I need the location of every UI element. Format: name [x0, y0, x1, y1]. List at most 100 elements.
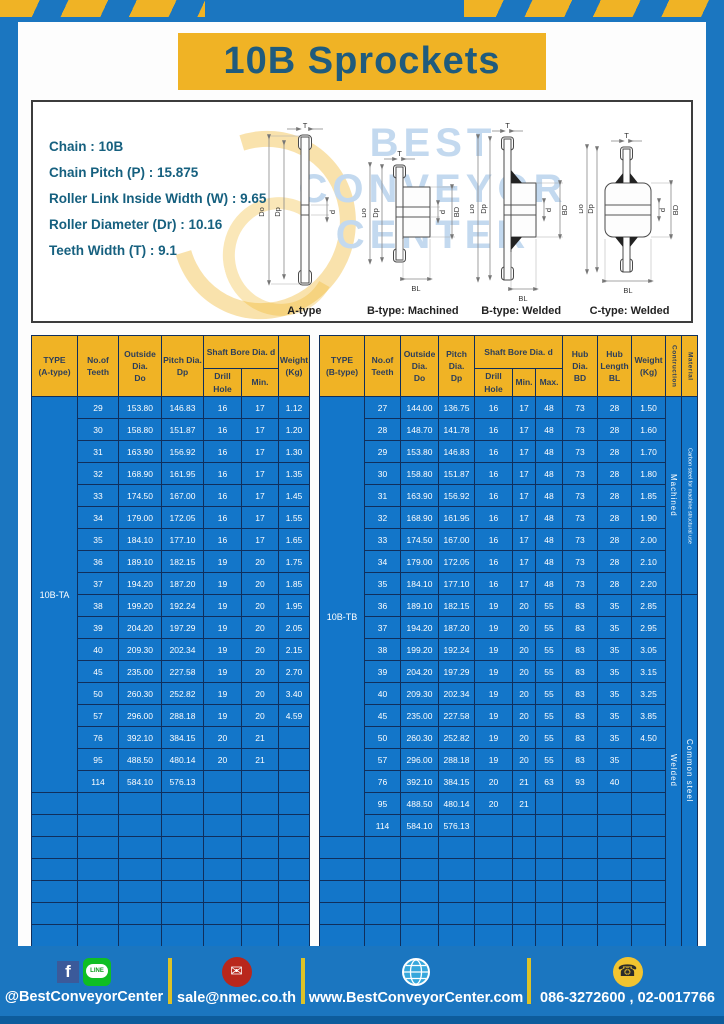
table-cell: 17	[512, 484, 537, 507]
table-cell	[512, 902, 537, 925]
table-cell: 167.00	[161, 484, 204, 507]
phone-icon[interactable]: ☎	[612, 956, 643, 987]
table-cell: 3.15	[631, 660, 667, 683]
diagram-caption: B-type: Welded	[481, 305, 562, 317]
table-cell: 55	[535, 660, 564, 683]
hazard-stripes-left	[0, 0, 205, 17]
diagram-a-type: T Do Dp d A-type	[253, 121, 355, 317]
table-cell: 83	[562, 660, 599, 683]
line-icon[interactable]: LINE	[83, 957, 111, 986]
table-row: 37 194.20 187.20 19 20 1.85	[32, 572, 311, 595]
table-cell	[203, 902, 242, 925]
dim-label-dp: Dp	[273, 207, 282, 217]
table-cell: 19	[474, 682, 514, 705]
table-cell: 57	[364, 748, 402, 771]
social-handle[interactable]: @BestConveyorCenter	[4, 988, 164, 1005]
table-row: 38 199.20 192.24 19 20 55 83 35 3.05	[320, 638, 698, 661]
dim-label-do: Do	[257, 207, 266, 217]
table-row: 33 174.50 167.00 16 17 1.45	[32, 484, 311, 507]
table-cell: 55	[535, 594, 564, 617]
table-cell: 227.58	[438, 704, 476, 727]
spec-diagram-box: BEST CONVEYOR CENTER Chain : 10B Chain P…	[31, 100, 693, 323]
phone-numbers[interactable]: 086-3272600 , 02-0017766	[540, 989, 715, 1006]
table-cell: 19	[474, 594, 514, 617]
table-cell	[400, 836, 440, 859]
table-cell: 21	[240, 748, 280, 771]
table-cell: 19	[203, 616, 242, 639]
table-cell: 156.92	[438, 484, 476, 507]
table-cell: 28	[597, 396, 633, 419]
table-cell	[535, 814, 564, 837]
table-cell: 151.87	[438, 462, 476, 485]
table-cell	[118, 902, 162, 925]
table-cell: 141.78	[438, 418, 476, 441]
table-cell	[118, 792, 162, 815]
table-cell	[161, 858, 204, 881]
table-cell: 19	[474, 748, 514, 771]
table-cell	[203, 770, 242, 793]
col-header-hub-dia: Hub Dia. BD	[562, 335, 599, 397]
col-header-weight: Weight (Kg)	[278, 335, 311, 397]
table-cell	[631, 880, 667, 903]
table-cell: 48	[535, 550, 564, 573]
dim-label-d: d	[438, 210, 447, 214]
col-header-shaft-bore: Shaft Bore Dia. d	[474, 335, 564, 369]
website-url[interactable]: www.BestConveyorCenter.com	[308, 989, 524, 1006]
table-cell	[535, 836, 564, 859]
email-address[interactable]: sale@nmec.co.th	[177, 989, 296, 1006]
table-cell: 37	[364, 616, 402, 639]
spec-line: Roller Diameter (Dr) : 10.16	[49, 217, 223, 232]
table-cell: 48	[535, 572, 564, 595]
facebook-icon[interactable]: f	[57, 960, 79, 983]
table-cell: 163.90	[400, 484, 440, 507]
table-cell: 48	[535, 484, 564, 507]
footer-website[interactable]: www.BestConveyorCenter.com	[305, 957, 527, 1006]
col-header-max: Max.	[535, 368, 564, 397]
table-cell	[512, 814, 537, 837]
table-cell: 153.80	[118, 396, 162, 419]
footer-email[interactable]: ✉ sale@nmec.co.th	[172, 956, 301, 1006]
table-cell: 35	[597, 638, 633, 661]
table-cell	[562, 858, 599, 881]
table-row: 37 194.20 187.20 19 20 55 83 35 2.95	[320, 616, 698, 639]
table-cell: 19	[474, 726, 514, 749]
table-cell: 114	[364, 814, 402, 837]
dim-label-bd: BD	[671, 204, 680, 215]
table-cell: 73	[562, 440, 599, 463]
table-cell	[77, 858, 119, 881]
table-cell: 20	[512, 704, 537, 727]
table-cell	[31, 858, 78, 881]
table-row: 28 148.70 141.78 16 17 48 73 28 1.60	[320, 418, 698, 441]
diagram-c-type-welded: T Do Dp d	[579, 121, 681, 317]
table-cell	[631, 924, 667, 947]
table-row: 76 392.10 384.15 20 21 63 93 40	[320, 770, 698, 793]
footer-social[interactable]: f LINE @BestConveyorCenter	[0, 957, 168, 1005]
globe-icon[interactable]	[401, 957, 431, 987]
table-cell	[240, 814, 280, 837]
table-cell: 95	[77, 748, 119, 771]
table-row: 39 204.20 197.29 19 20 55 83 35 3.15	[320, 660, 698, 683]
table-cell	[597, 792, 633, 815]
mail-icon[interactable]: ✉	[221, 956, 252, 987]
footer-phone[interactable]: ☎ 086-3272600 , 02-0017766	[531, 956, 724, 1006]
table-cell	[364, 924, 402, 947]
col-header-outside-dia: Outside Dia. Do	[400, 335, 440, 397]
table-cell: 17	[512, 396, 537, 419]
table-cell: 2.05	[278, 616, 311, 639]
table-cell: 21	[512, 792, 537, 815]
table-cell: 1.20	[278, 418, 311, 441]
table-cell: 2.15	[278, 638, 311, 661]
table-cell	[161, 836, 204, 859]
table-cell	[319, 902, 366, 925]
table-cell: 29	[364, 440, 402, 463]
table-cell: 4.59	[278, 704, 311, 727]
table-cell	[278, 902, 311, 925]
table-cell: 1.60	[631, 418, 667, 441]
table-cell	[118, 880, 162, 903]
table-cell	[364, 858, 402, 881]
table-cell: 35	[77, 528, 119, 551]
table-cell: 73	[562, 528, 599, 551]
table-cell: 20	[240, 704, 280, 727]
footer-divider	[527, 958, 531, 1004]
